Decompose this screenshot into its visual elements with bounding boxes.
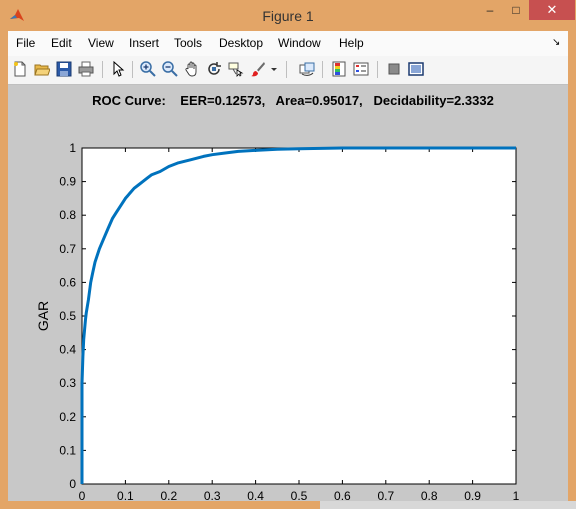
x-tick-label: 0.2: [160, 489, 177, 501]
show-plot-tools-icon[interactable]: [407, 60, 425, 78]
x-tick-label: 0.8: [421, 489, 438, 501]
brush-icon[interactable]: [249, 60, 267, 78]
toolbar-separator: [132, 61, 133, 78]
x-tick-label: 0: [79, 489, 86, 501]
dock-arrow-icon[interactable]: ↘: [552, 37, 561, 48]
hide-plot-tools-icon[interactable]: [385, 60, 403, 78]
y-tick-label: 0.5: [59, 309, 76, 323]
x-tick-label: 1: [513, 489, 520, 501]
menu-edit[interactable]: Edit: [51, 36, 72, 50]
pointer-icon[interactable]: [109, 60, 127, 78]
menu-window[interactable]: Window: [278, 36, 321, 50]
x-tick-label: 0.1: [117, 489, 134, 501]
figure-toolbar: [8, 56, 568, 85]
menu-desktop[interactable]: Desktop: [219, 36, 264, 50]
close-button[interactable]: ✕: [529, 0, 575, 20]
colorbar-icon[interactable]: [330, 60, 348, 78]
y-tick-label: 0.4: [59, 343, 76, 357]
figure-client-area: File Edit View Insert Tools Desktop Wind…: [8, 31, 568, 501]
link-plot-icon[interactable]: [298, 60, 316, 78]
menu-bar: File Edit View Insert Tools Desktop Wind…: [8, 31, 568, 56]
axes-box: [81, 147, 517, 485]
print-icon[interactable]: [77, 60, 95, 78]
roc-plot[interactable]: 0 0.1 0.2 0.3 0.4 0.5 0.6 0.7 0.8 0.9 1 0 0.1 0.2 0.3 0…: [8, 85, 568, 501]
menu-tools[interactable]: Tools: [174, 36, 203, 50]
toolbar-separator: [377, 61, 378, 78]
menu-insert[interactable]: Insert: [129, 36, 160, 50]
menu-file[interactable]: File: [16, 36, 36, 50]
y-tick-label: 0.3: [59, 376, 76, 390]
data-cursor-icon[interactable]: [227, 60, 245, 78]
y-tick-label: 1: [69, 141, 76, 155]
title-bar[interactable]: Figure 1 – □ ✕: [0, 0, 576, 32]
menu-help[interactable]: Help: [339, 36, 364, 50]
roc-curve-line: [80, 146, 516, 484]
zoom-in-icon[interactable]: [139, 60, 157, 78]
menu-view[interactable]: View: [88, 36, 114, 50]
x-tick-label: 0.7: [377, 489, 394, 501]
background-strip: [320, 501, 576, 509]
y-tick-label: 0.2: [59, 410, 76, 424]
x-tick-label: 0.9: [464, 489, 481, 501]
y-axis-label: GAR: [35, 301, 51, 331]
matlab-logo-icon: [9, 7, 25, 23]
legend-icon[interactable]: [352, 60, 370, 78]
window-title: Figure 1: [262, 8, 314, 24]
toolbar-separator: [286, 61, 287, 78]
maximize-button[interactable]: □: [512, 3, 520, 17]
zoom-out-icon[interactable]: [161, 60, 179, 78]
toolbar-separator: [102, 61, 103, 78]
y-tick-label: 0.8: [59, 208, 76, 222]
x-tick-label: 0.6: [334, 489, 351, 501]
x-tick-label: 0.4: [247, 489, 264, 501]
y-tick-label: 0.6: [59, 275, 76, 289]
rotate-3d-icon[interactable]: [205, 60, 223, 78]
y-tick-label: 0.7: [59, 242, 76, 256]
figure-canvas: ROC Curve: EER=0.12573, Area=0.95017, De…: [8, 85, 568, 501]
open-file-icon[interactable]: [33, 60, 51, 78]
y-tick-label: 0.1: [59, 443, 76, 457]
chart-title: ROC Curve: EER=0.12573, Area=0.95017, De…: [92, 93, 494, 108]
x-tick-label: 0.5: [291, 489, 308, 501]
save-icon[interactable]: [55, 60, 73, 78]
pan-hand-icon[interactable]: [183, 60, 201, 78]
new-figure-icon[interactable]: [11, 60, 29, 78]
minimize-button[interactable]: –: [486, 3, 494, 17]
toolbar-separator: [322, 61, 323, 78]
x-tick-label: 0.3: [204, 489, 221, 501]
y-tick-label: 0.9: [59, 175, 76, 189]
y-tick-label: 0: [69, 477, 76, 491]
brush-dropdown-icon[interactable]: [269, 60, 279, 78]
